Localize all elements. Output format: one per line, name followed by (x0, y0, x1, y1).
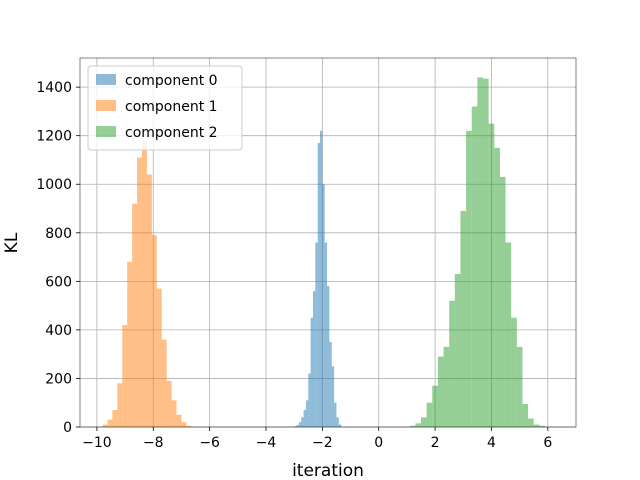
histogram-bar (151, 235, 157, 427)
legend-swatch (96, 74, 116, 85)
histogram-bar (112, 410, 118, 427)
histogram-bar (176, 414, 182, 427)
histogram-bar (308, 373, 311, 427)
legend-swatch (96, 126, 116, 137)
histogram-bar (522, 403, 529, 427)
series-0-bars (294, 130, 342, 427)
histogram-bar (298, 422, 302, 427)
histogram-bar (315, 242, 318, 427)
legend-label: component 2 (125, 125, 218, 141)
histogram-bar (137, 157, 142, 427)
y-tick-label: 200 (45, 371, 72, 387)
histogram-bar (107, 419, 113, 427)
histogram-bar (483, 78, 489, 428)
legend-box (87, 65, 243, 151)
x-tick-label: −6 (199, 435, 220, 451)
histogram-bar (449, 300, 455, 427)
histogram-bar (146, 174, 152, 427)
histogram-bar (539, 425, 545, 427)
y-tick-label: 1400 (36, 80, 72, 96)
histogram-bar (329, 342, 332, 427)
y-tick-label: 0 (63, 420, 72, 436)
histogram-bar (443, 346, 450, 427)
y-axis-label: KL (2, 232, 22, 253)
histogram-bar (186, 425, 192, 427)
histogram-bar (127, 261, 133, 427)
y-tick-label: 1200 (36, 129, 72, 145)
histogram-bar (122, 325, 128, 427)
histogram-bar (528, 418, 534, 427)
histogram-bar (117, 383, 123, 427)
histogram-bar (533, 424, 540, 427)
plot-frame (79, 57, 577, 428)
histogram-bar (324, 242, 328, 427)
histogram-bar (421, 417, 427, 427)
histogram-bar (409, 425, 416, 427)
histogram-bar (296, 425, 299, 427)
histogram-bar (161, 339, 167, 427)
histogram-bar (477, 77, 483, 427)
legend-label: component 0 (125, 73, 218, 89)
histogram-bar (327, 286, 330, 427)
series-2-bars (409, 77, 545, 428)
histogram-bar (511, 317, 517, 427)
histogram-bar (317, 142, 321, 427)
histogram-bar (181, 422, 187, 427)
x-tick-label: −10 (82, 435, 112, 451)
histogram-bar (488, 123, 495, 427)
histogram-bars (102, 77, 545, 428)
histogram-bar (310, 317, 313, 427)
histogram-bar (466, 130, 472, 427)
x-tick-label: 4 (487, 435, 496, 451)
histogram-bar (312, 291, 316, 427)
histogram-bar (432, 385, 438, 427)
axis-ticks: −10 −8 −6 −4 −2 0 2 4 6 0 200 400 600 800 1000 1200 1400 (36, 80, 552, 451)
histogram-bar (426, 402, 433, 427)
histogram-bar (334, 402, 337, 427)
x-axis-label: iteration (292, 461, 364, 480)
histogram-bar (460, 210, 467, 427)
histogram-bar (471, 106, 478, 427)
histogram-bar (166, 380, 172, 427)
histogram-bar (320, 130, 323, 427)
histogram-bar (156, 288, 162, 427)
series-1-bars (102, 140, 192, 427)
histogram-bar (415, 423, 421, 427)
histogram-bar (322, 184, 325, 427)
y-tick-label: 800 (45, 226, 72, 242)
histogram-bar (132, 203, 138, 427)
histogram-bar (499, 176, 506, 427)
histogram-bar (454, 274, 461, 427)
histogram-bar (142, 140, 147, 427)
histogram-bar (336, 417, 339, 427)
legend-swatch (96, 100, 116, 111)
histogram-bar (305, 400, 309, 427)
x-tick-label: 6 (543, 435, 552, 451)
x-tick-label: −2 (312, 435, 333, 451)
histogram-bar (437, 356, 444, 427)
histogram-bar (301, 417, 304, 427)
histogram-bar (516, 346, 523, 427)
x-tick-label: −4 (256, 435, 277, 451)
y-tick-label: 600 (45, 274, 72, 290)
y-tick-label: 1000 (36, 177, 72, 193)
legend-label: component 1 (125, 99, 218, 115)
y-tick-label: 400 (45, 323, 72, 339)
x-tick-label: 2 (431, 435, 440, 451)
x-tick-label: 0 (374, 435, 383, 451)
histogram-bar (338, 424, 342, 427)
histogram-bar (303, 410, 306, 427)
histogram-bar (331, 366, 335, 427)
histogram-bar (505, 242, 512, 427)
x-tick-label: −8 (143, 435, 164, 451)
histogram-bar (171, 400, 177, 427)
legend: component 0 component 1 component 2 (87, 65, 243, 151)
histogram-bar (494, 147, 500, 427)
histogram-bar (102, 424, 108, 427)
